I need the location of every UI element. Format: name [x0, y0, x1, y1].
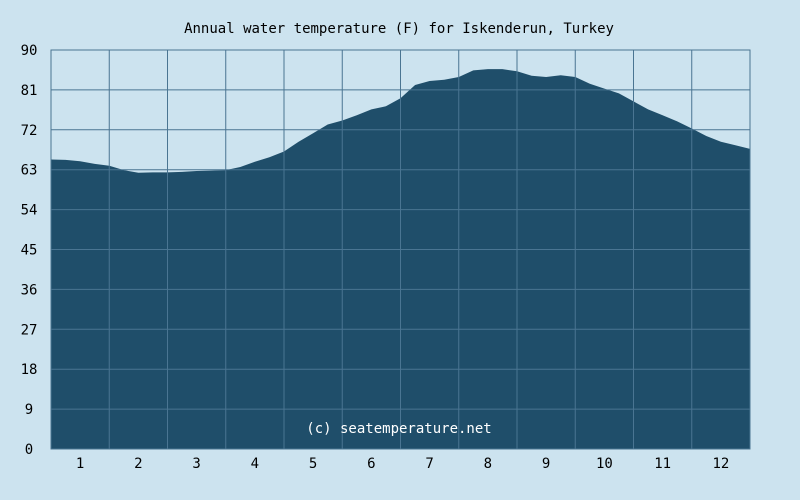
y-tick-label: 54 — [21, 203, 38, 219]
x-tick-label: 4 — [251, 456, 259, 472]
y-tick-label: 45 — [21, 243, 38, 259]
chart-title: Annual water temperature (F) for Iskende… — [184, 21, 614, 37]
x-tick-label: 5 — [309, 456, 317, 472]
x-tick-label: 1 — [76, 456, 84, 472]
x-tick-label: 2 — [134, 456, 142, 472]
y-tick-label: 0 — [25, 442, 33, 458]
x-tick-label: 10 — [596, 456, 613, 472]
x-axis: 1 2 3 4 5 6 7 8 9 10 11 12 — [76, 456, 729, 472]
y-tick-label: 81 — [21, 83, 38, 99]
x-tick-label: 3 — [192, 456, 200, 472]
y-tick-label: 18 — [21, 362, 38, 378]
y-tick-label: 72 — [21, 123, 38, 139]
y-tick-label: 9 — [25, 402, 33, 418]
x-tick-label: 7 — [425, 456, 433, 472]
y-tick-label: 36 — [21, 282, 38, 298]
x-tick-label: 11 — [654, 456, 671, 472]
plot-border — [50, 49, 751, 450]
x-tick-label: 8 — [484, 456, 492, 472]
y-axis: 0 9 18 27 36 45 54 63 72 81 90 — [21, 43, 38, 458]
x-tick-label: 6 — [367, 456, 375, 472]
y-tick-label: 63 — [21, 163, 38, 179]
y-tick-label: 90 — [21, 43, 38, 59]
y-tick-label: 27 — [21, 322, 38, 338]
x-tick-label: 12 — [712, 456, 729, 472]
x-tick-label: 9 — [542, 456, 550, 472]
watermark-annotation: (c) seatemperature.net — [306, 421, 491, 437]
